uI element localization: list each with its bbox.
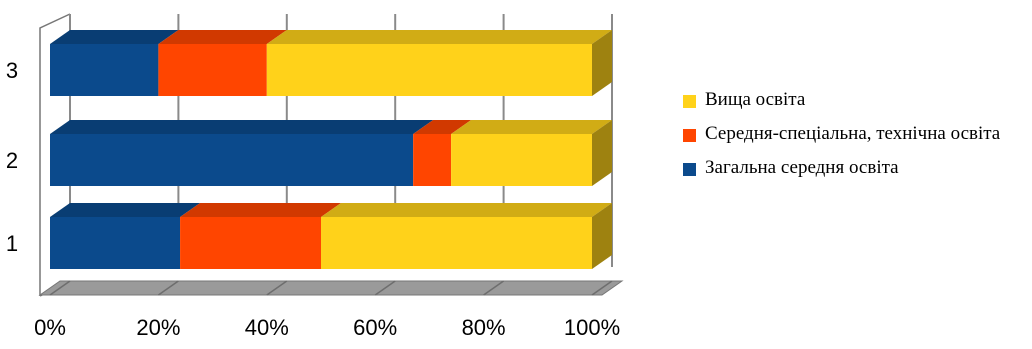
floor-gridline: [266, 280, 288, 296]
legend-swatch-technical: [683, 129, 696, 142]
floor-gridline: [483, 280, 505, 296]
bar-side: [592, 30, 612, 96]
bar-top: [50, 203, 201, 217]
bar-top: [50, 30, 179, 44]
bar: [413, 134, 452, 186]
bar: [321, 217, 592, 269]
bar: [180, 217, 321, 269]
bar-top: [158, 30, 287, 44]
x-tick-label: 0%: [34, 315, 66, 340]
y-tick-label: 1: [6, 231, 18, 256]
bar: [50, 44, 159, 96]
legend-item-higher: Вища освіта: [683, 88, 1028, 112]
y-tick-label: 3: [6, 58, 18, 83]
bar-side: [592, 120, 612, 186]
x-tick-label: 40%: [245, 315, 289, 340]
floor: [38, 280, 624, 296]
floor-plane: [38, 280, 624, 296]
bar: [451, 134, 592, 186]
bar-top: [321, 203, 612, 217]
x-tick-label: 80%: [462, 315, 506, 340]
left-wall-edge: [39, 13, 71, 296]
floor-gridline: [157, 280, 179, 296]
bar-top: [413, 120, 472, 134]
x-tick-label: 100%: [564, 315, 620, 340]
bar-top: [451, 120, 612, 134]
legend-label-technical: Середня-спеціальна, технічна освіта: [705, 123, 1001, 144]
bar-top: [180, 203, 341, 217]
bar: [50, 134, 414, 186]
floor-gridline: [374, 280, 396, 296]
x-tick-label: 20%: [136, 315, 180, 340]
bar-side: [592, 203, 612, 269]
legend-swatch-general: [683, 163, 696, 176]
bar: [158, 44, 267, 96]
bar: [266, 44, 592, 96]
legend-item-technical: Середня-спеціальна, технічна освіта: [683, 122, 1028, 146]
legend-label-higher: Вища освіта: [705, 89, 806, 110]
bars: [50, 30, 612, 269]
legend-swatch-higher: [683, 95, 696, 108]
y-tick-label: 2: [6, 148, 18, 173]
bar: [50, 217, 181, 269]
floor-gridline: [49, 280, 71, 296]
legend-item-general: Загальна середня освіта: [683, 156, 1028, 180]
floor-gridline: [591, 280, 613, 296]
legend-label-general: Загальна середня освіта: [705, 157, 899, 178]
bar-top: [266, 30, 612, 44]
x-tick-label: 60%: [353, 315, 397, 340]
legend: Вища освіта Середня-спеціальна, технічна…: [683, 88, 1028, 190]
bar-top: [50, 120, 434, 134]
